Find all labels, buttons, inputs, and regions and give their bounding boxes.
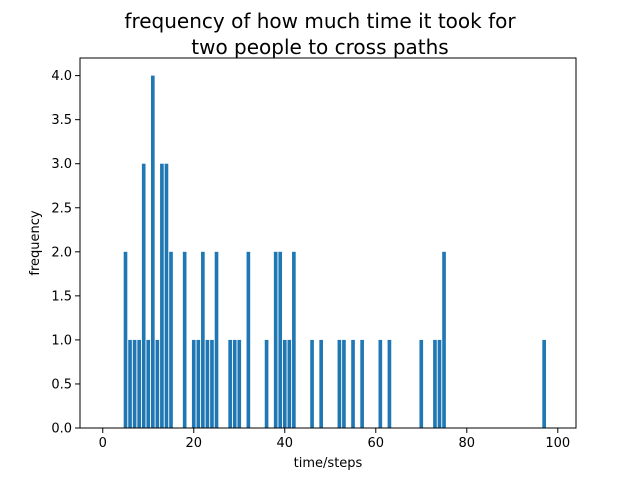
bar (228, 339, 232, 428)
bar (419, 339, 424, 428)
bar (160, 163, 164, 428)
bar (237, 339, 242, 428)
y-tick-label: 3.5 (51, 113, 72, 128)
chart-title-line-1: frequency of how much time it took for (124, 9, 516, 33)
bar (146, 339, 151, 428)
y-tick-label: 1.5 (51, 289, 72, 304)
bar (337, 339, 342, 428)
x-tick-label: 20 (185, 436, 202, 451)
bar (182, 251, 187, 428)
bar (232, 339, 237, 428)
x-tick-label: 60 (368, 436, 385, 451)
bar (264, 339, 269, 428)
y-tick-label: 3.0 (51, 157, 72, 172)
bar (141, 163, 146, 428)
bar (342, 339, 346, 428)
y-tick-label: 2.5 (51, 201, 72, 216)
bar (387, 339, 392, 428)
bar (542, 339, 546, 428)
y-ticks-group: 0.0 0.5 1.0 1.5 2.0 2.5 3.0 3.5 4.0 (51, 69, 80, 437)
bar (246, 251, 251, 428)
bar (201, 251, 205, 428)
y-axis-label: frequency (28, 210, 43, 276)
y-tick-label: 2.0 (51, 245, 72, 260)
bar (282, 339, 287, 428)
bar (442, 251, 446, 428)
bar (214, 251, 219, 428)
chart-title-line-2: two people to cross paths (191, 35, 448, 59)
plot-frame (79, 57, 577, 429)
bar (191, 339, 196, 428)
y-tick-label: 0.0 (51, 422, 72, 437)
bars-group (123, 75, 546, 429)
bar (155, 339, 160, 428)
bar (273, 251, 278, 428)
bar (205, 339, 210, 428)
bar (132, 339, 137, 428)
x-tick-label: 100 (545, 436, 570, 451)
bar (433, 339, 437, 428)
bar (360, 339, 364, 428)
bar (169, 251, 173, 428)
bar (310, 339, 314, 428)
bar (378, 339, 383, 428)
x-tick-label: 80 (459, 436, 476, 451)
x-axis-label: time/steps (294, 456, 363, 471)
y-tick-label: 4.0 (51, 69, 72, 84)
bar (128, 339, 132, 428)
bar (164, 163, 169, 428)
bar (278, 251, 283, 428)
x-tick-label: 40 (276, 436, 293, 451)
y-tick-label: 1.0 (51, 333, 72, 348)
bar (287, 339, 292, 428)
bar (319, 339, 323, 428)
bar (123, 251, 128, 428)
bar (292, 251, 296, 428)
bar (150, 75, 155, 429)
bar (210, 339, 214, 428)
x-tick-label: 0 (99, 436, 107, 451)
bar (196, 339, 201, 428)
y-tick-label: 0.5 (51, 377, 72, 392)
bar (137, 339, 141, 428)
bar (351, 339, 355, 428)
bar (437, 339, 442, 428)
x-ticks-group: 0 20 40 60 80 100 (99, 428, 570, 451)
